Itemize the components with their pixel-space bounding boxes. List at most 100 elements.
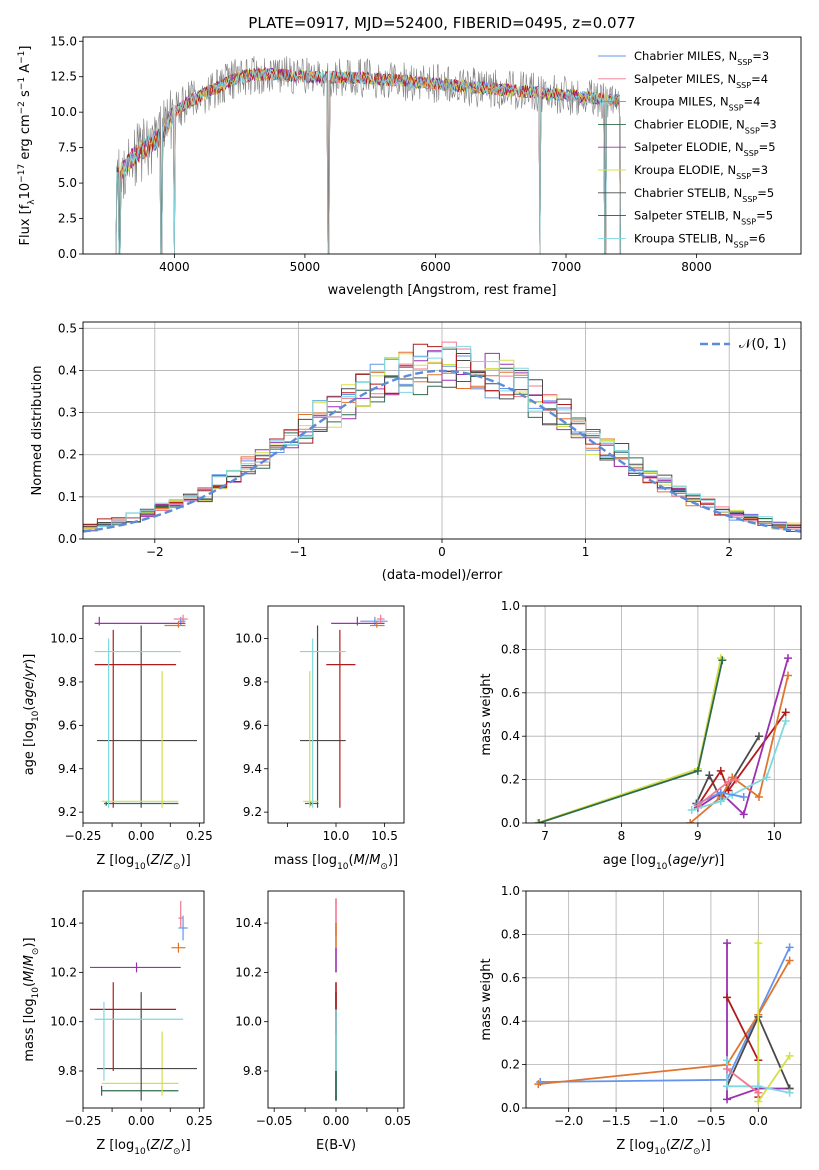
weight-line-se [697,657,789,816]
y-tick-label: 0.2 [58,448,77,462]
y-tick-label: 9.8 [58,675,77,689]
weight-marker [739,792,748,801]
x-tick-label: 0 [438,545,446,559]
legend-label-n: =6 [749,231,766,245]
label-part: 10 [18,183,33,200]
y-tick-label: 9.2 [58,805,77,819]
legend-label: Salpeter STELIB, NSSP=5 [634,209,773,227]
label-part: age [22,681,37,705]
label-part: / [22,966,37,971]
y-tick-label: 9.6 [58,718,77,732]
y-tick-label: 0.0 [501,816,520,830]
weight-line-ke [537,657,722,823]
y-tick-label: 0.4 [501,729,520,743]
plot-area-weight_vs_age [526,606,801,823]
label-part: / [160,853,165,868]
legend-label-sub: SSP [737,58,752,67]
label-part: )] [388,853,398,868]
legend-label-text: Chabrier ELODIE, N [634,117,745,131]
legend-label-n: =4 [744,95,761,109]
legend-label-text: Salpeter MILES, N [634,72,736,86]
label-part: Z [log [96,1138,134,1153]
x-axis-label: age [log10(age/yr)] [603,853,725,872]
label-part: 10 [31,710,41,722]
x-axis-label: E(B-V) [316,1138,356,1153]
x-axis-label: Z [log10(Z/Z⊙)] [96,853,190,872]
legend-label-text: Kroupa ELODIE, N [634,163,736,177]
label-part: 10 [134,862,146,872]
y-axis-label: mass weight [479,673,494,755]
label-part: M [22,971,37,982]
plot-area-residuals [83,322,801,539]
y-tick-label: 0.0 [58,247,77,261]
legend-label: Kroupa STELIB, NSSP=6 [634,231,765,249]
weight-marker [785,943,794,952]
weight-marker [784,671,793,680]
y-tick-label: 1.0 [501,884,520,898]
x-tick-label: 6000 [420,260,451,274]
legend-label: Chabrier ELODIE, NSSP=3 [634,117,777,135]
y-tick-label: 10.0 [50,632,77,646]
weight-marker [693,766,702,775]
weight-marker [754,732,763,741]
legend-label-sub: SSP [729,103,744,112]
plot-area-age_vs_mass [300,614,388,808]
label-part: M [369,853,380,868]
x-tick-label: 0.05 [384,1114,411,1128]
observed-spectrum-line [111,56,622,254]
y-tick-label: 7.5 [58,141,77,155]
legend-label-sub: SSP [744,149,759,158]
label-part: ⊙ [693,1147,701,1157]
x-tick-label: −1 [290,545,308,559]
y-axis-label: mass weight [479,958,494,1040]
x-tick-label: 8000 [681,260,712,274]
legend-label-n: =5 [759,140,776,154]
panel-mass_vs_Z: −0.25 0.00 0.259.810.010.210.4Z [log10(Z/Z… [22,890,213,1157]
y-tick-label: 9.4 [243,762,262,776]
x-tick-label: 0.25 [186,829,213,843]
weight-marker [686,819,695,823]
weight-marker [723,1082,732,1091]
axes-frame [525,890,802,1109]
y-tick-label: 12.5 [50,70,77,84]
weight-marker [732,775,741,784]
legend-label: Kroupa ELODIE, NSSP=3 [634,163,768,181]
y-axis-label: mass [log10(M/M⊙)] [22,937,41,1061]
label-part: ] [18,46,33,51]
y-tick-label: 0.4 [58,363,77,377]
y-tick-label: 10.0 [50,1015,77,1029]
x-tick-label: 0.00 [128,829,155,843]
label-part: )] [22,937,37,947]
x-tick-label: −0.25 [65,1114,102,1128]
y-tick-label: 0.6 [501,971,520,985]
weight-line-cm [540,947,791,1083]
label-part: M [22,955,37,966]
axes-frame [525,605,802,824]
weight-marker [754,1088,763,1097]
y-tick-label: 10.4 [50,916,77,930]
x-tick-label: 5000 [290,260,321,274]
legend-label-text: Salpeter ELODIE, N [634,140,744,154]
legend-label: Kroupa MILES, NSSP=4 [634,95,760,113]
label-part: yr [700,853,716,868]
weight-marker [718,656,727,665]
legend-label-sub: SSP [745,126,760,135]
y-axis-label: Flux [fλ10−17 erg cm−2 s−1 A−1] [17,46,37,246]
label-part: ( [349,853,354,868]
label-part: Z [log [616,1138,654,1153]
weight-marker [723,993,732,1002]
weight-marker [785,1051,794,1060]
x-axis-label: mass [log10(M/M⊙)] [274,853,398,872]
y-tick-label: 0.5 [58,321,77,335]
y-tick-label: 0.4 [501,1014,520,1028]
weight-line-km [538,959,791,1085]
weight-marker [754,939,763,948]
x-tick-label: −0.25 [65,829,102,843]
x-tick-label: 2 [725,545,733,559]
residual-histogram-ss [83,343,801,527]
x-tick-label: −1.5 [602,1114,631,1128]
label-part: 10 [31,987,41,999]
label-part: Z [150,853,161,868]
panel-mass_vs_ebv: −0.05 0.00 0.05 9.8 10.0 10.2 10.4 E(B-V) [235,890,411,1153]
